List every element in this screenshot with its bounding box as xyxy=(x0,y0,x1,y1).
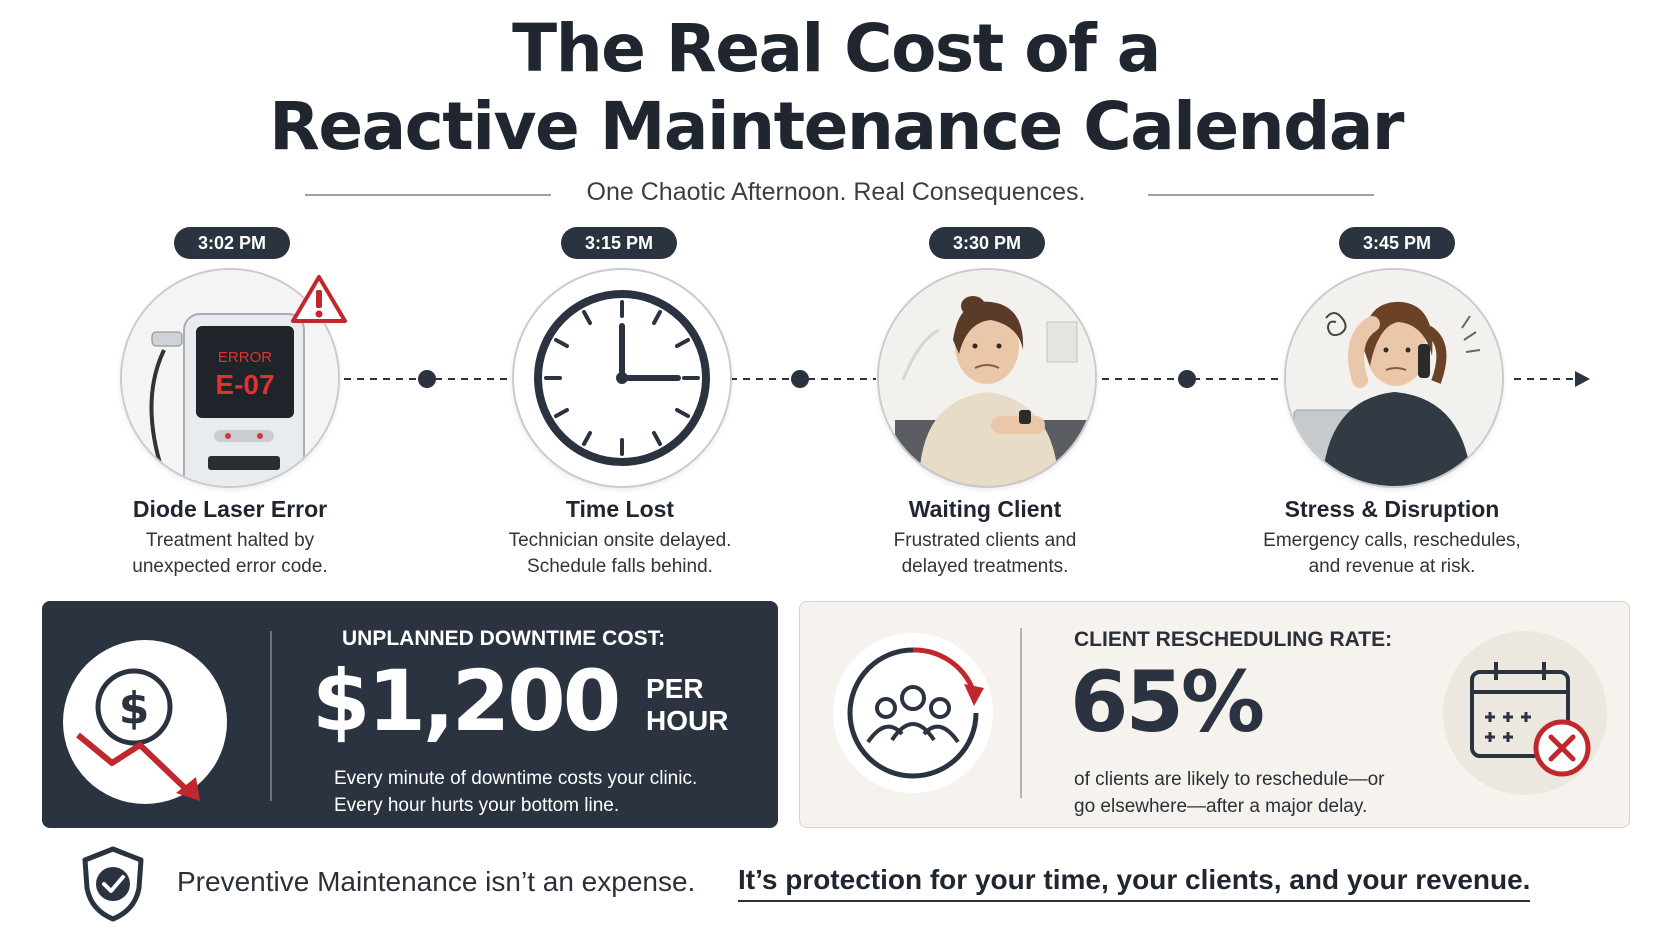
clock-icon xyxy=(512,268,732,488)
timeline-desc-4: Emergency calls, reschedules, and revenue… xyxy=(1263,530,1521,577)
subtitle-rule-right xyxy=(1148,194,1374,196)
downtime-cost-panel: $ UNPLANNED DOWNTIME COST: $1,200 PER HOU… xyxy=(42,601,778,828)
waiting-client-icon xyxy=(877,268,1097,488)
downtime-value: $1,200 xyxy=(312,652,621,750)
footer-emphasis: It’s protection for your time, your clie… xyxy=(738,864,1531,902)
timeline-connector xyxy=(344,370,1590,388)
subtitle-rule-left xyxy=(305,194,551,196)
timeline-time-4: 3:45 PM xyxy=(1339,227,1455,259)
group-cycle-icon xyxy=(833,633,993,793)
panel-divider xyxy=(1020,628,1022,798)
timeline-desc-1: Treatment halted by unexpected error code… xyxy=(132,530,328,577)
downtime-unit: PER HOUR xyxy=(646,673,729,736)
dollar-down-arrow-icon: $ xyxy=(63,640,227,804)
rescheduling-value: 65% xyxy=(1070,653,1265,751)
rescheduling-description: of clients are likely to reschedule—or go… xyxy=(1074,769,1385,817)
downtime-label: UNPLANNED DOWNTIME COST: xyxy=(342,627,666,650)
rescheduling-rate-panel: CLIENT RESCHEDULING RATE: 65% of clients… xyxy=(799,601,1630,828)
laser-device-error-icon: ERROR E-07 xyxy=(120,268,340,488)
page-title-line2: Reactive Maintenance Calendar xyxy=(269,88,1404,165)
rescheduling-label: CLIENT RESCHEDULING RATE: xyxy=(1074,628,1393,651)
timeline-title-1: Diode Laser Error xyxy=(132,496,328,522)
page-title-line1: The Real Cost of a xyxy=(512,10,1161,87)
svg-text:$: $ xyxy=(119,683,150,734)
timeline-time-3: 3:30 PM xyxy=(929,227,1045,259)
panel-divider xyxy=(270,631,272,801)
calendar-cancel-icon xyxy=(1443,631,1607,795)
timeline-time-1: 3:02 PM xyxy=(174,227,290,259)
warning-icon xyxy=(291,275,347,323)
timeline-title-3: Waiting Client xyxy=(908,496,1062,522)
timeline-title-4: Stress & Disruption xyxy=(1284,496,1500,522)
page-subtitle: One Chaotic Afternoon. Real Consequences… xyxy=(586,178,1086,206)
device-screen-line1: ERROR xyxy=(218,349,272,366)
shield-check-icon xyxy=(82,846,144,922)
timeline-desc-3: Frustrated clients and delayed treatments… xyxy=(893,530,1077,577)
stressed-staff-icon xyxy=(1284,268,1504,488)
footer-statement: Preventive Maintenance isn’t an expense. xyxy=(177,866,696,897)
timeline-desc-2: Technician onsite delayed. Schedule falls… xyxy=(508,530,732,577)
timeline-title-2: Time Lost xyxy=(565,496,675,522)
downtime-description: Every minute of downtime costs your clin… xyxy=(334,768,698,816)
timeline-time-2: 3:15 PM xyxy=(561,227,677,259)
device-screen-line2: E-07 xyxy=(215,369,274,400)
